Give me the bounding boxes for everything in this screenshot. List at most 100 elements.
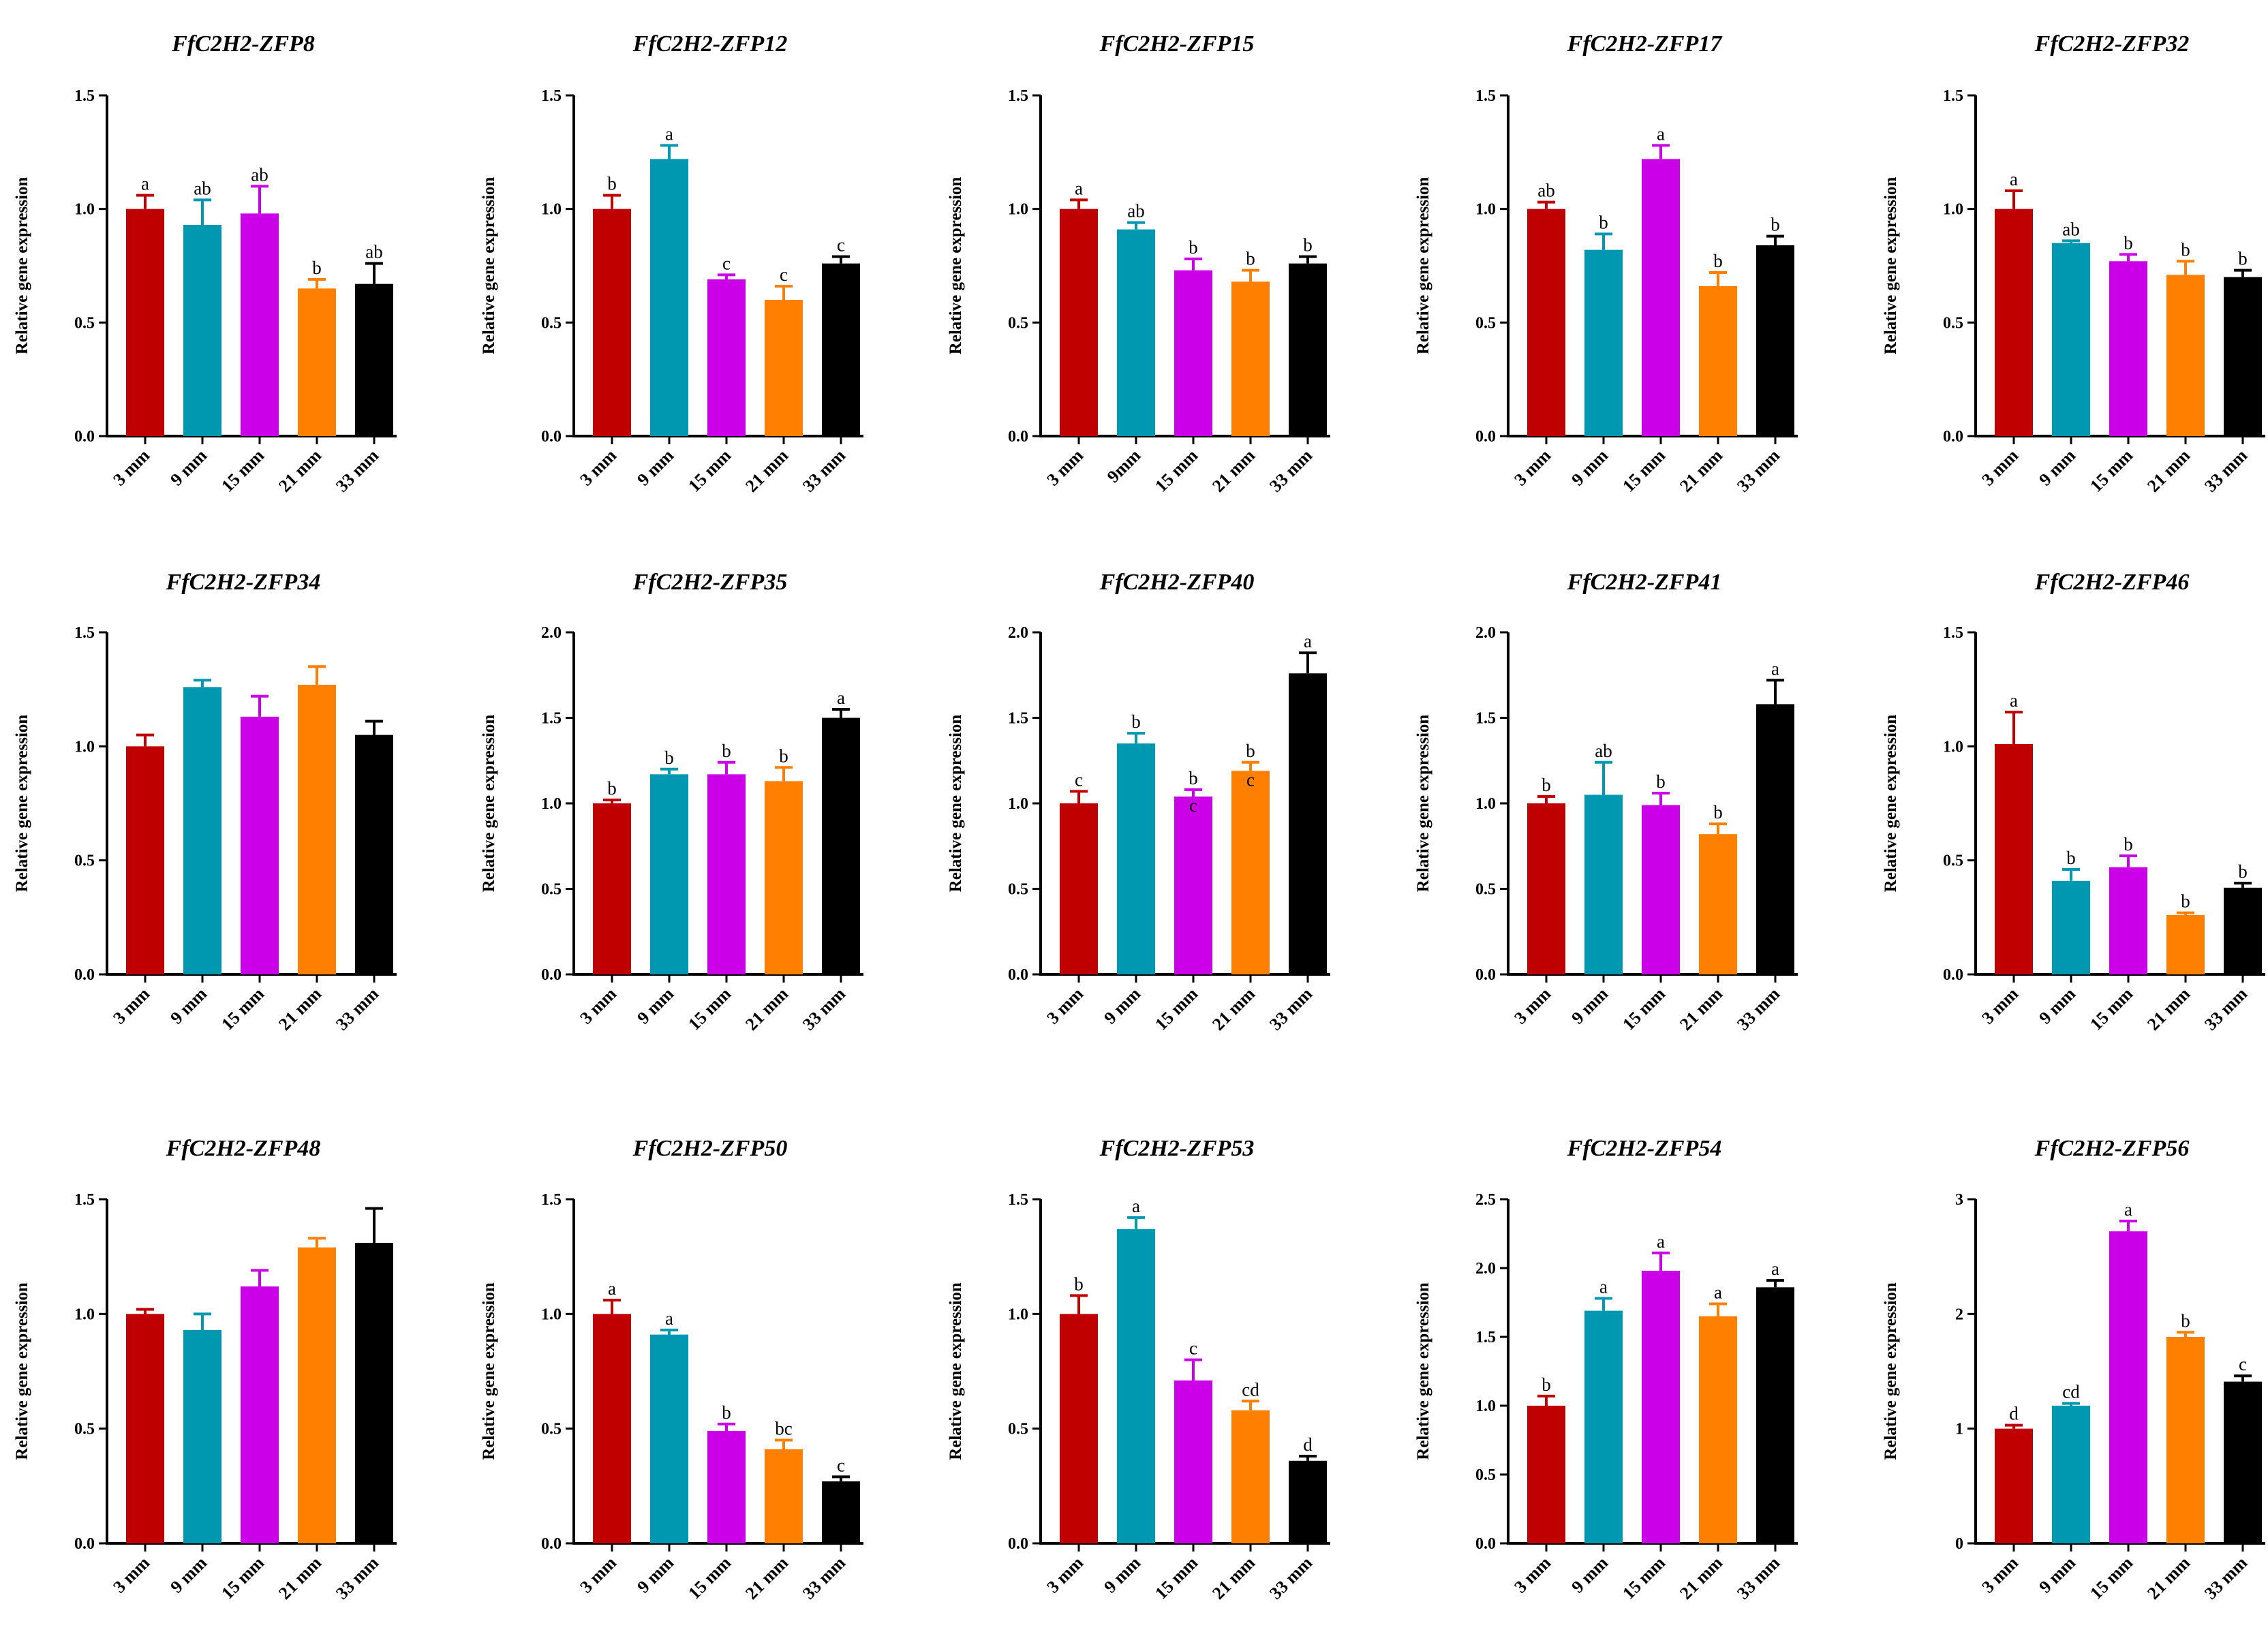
bar	[1231, 771, 1270, 974]
chart-panel: FfC2H2-ZFP53 Relative gene expression 0.0 0…	[947, 1136, 1330, 1603]
chart-title: FfC2H2-ZFP40	[1099, 570, 1255, 595]
significance-letter: c	[1189, 1338, 1197, 1359]
y-axis-label: Relative gene expression	[13, 1282, 31, 1460]
significance-letter: b	[607, 778, 617, 799]
bar	[1231, 281, 1270, 436]
bar	[2166, 914, 2205, 974]
y-tick-label: 1.5	[1943, 624, 1963, 642]
significance-letter: cd	[2062, 1382, 2080, 1402]
x-tick-label: 33 mm	[1266, 984, 1316, 1034]
y-tick-label: 0.5	[74, 1421, 95, 1438]
significance-letter: b	[1542, 1374, 1551, 1395]
y-tick-label: 0.0	[1943, 428, 1963, 446]
significance-letter: c	[780, 264, 788, 285]
y-tick-label: 1.0	[74, 738, 95, 756]
significance-letter: c	[837, 235, 845, 256]
x-tick-label: 15 mm	[1151, 984, 1201, 1034]
significance-letter: b	[607, 174, 617, 194]
bar	[822, 263, 860, 436]
y-axis-label: Relative gene expression	[1882, 1282, 1900, 1460]
y-tick-label: 1.0	[1475, 795, 1496, 813]
y-tick-label: 1	[1955, 1421, 1963, 1438]
x-tick-label: 15 mm	[684, 446, 735, 496]
significance-letter: b	[2124, 834, 2133, 854]
bar	[2109, 867, 2147, 974]
bar	[707, 279, 746, 436]
chart-title: FfC2H2-ZFP15	[1099, 31, 1255, 57]
y-axis-label: Relative gene expression	[947, 715, 965, 893]
significance-letter: c	[837, 1455, 845, 1475]
x-tick-label: 21 mm	[741, 446, 792, 496]
significance-letter: b	[2066, 848, 2076, 868]
y-tick-label: 0.0	[74, 428, 95, 446]
significance-letter: b	[1246, 741, 1255, 761]
bar	[126, 209, 164, 436]
bar	[1117, 229, 1155, 436]
chart-title: FfC2H2-ZFP53	[1099, 1136, 1255, 1161]
x-tick-label: 15 mm	[1619, 446, 1669, 496]
x-tick-label: 3 mm	[1043, 446, 1087, 490]
bar	[765, 781, 803, 974]
x-tick-label: 21 mm	[1676, 984, 1726, 1034]
x-tick-label: 9 mm	[633, 984, 677, 1028]
bar	[1584, 794, 1623, 974]
x-tick-label: 21 mm	[1676, 1553, 1726, 1603]
significance-letter: ab	[194, 178, 211, 198]
x-tick-label: 9 mm	[166, 446, 211, 490]
significance-letter: b	[2181, 891, 2190, 912]
x-tick-label: 21 mm	[1208, 984, 1259, 1034]
x-tick-label: 33 mm	[799, 446, 849, 496]
x-tick-label: 33 mm	[332, 984, 382, 1034]
y-tick-label: 0.5	[541, 1421, 562, 1438]
chart-title: FfC2H2-ZFP17	[1567, 31, 1723, 57]
significance-letter: a	[1714, 1282, 1722, 1303]
significance-letter: a	[665, 1308, 673, 1329]
x-tick-label: 21 mm	[2143, 1553, 2194, 1603]
x-tick-label: 15 mm	[1151, 446, 1201, 496]
chart-panel: FfC2H2-ZFP35 Relative gene expression 0.0 0…	[480, 570, 863, 1034]
chart-title: FfC2H2-ZFP35	[632, 570, 788, 595]
significance-letter: a	[608, 1278, 616, 1299]
chart-panel: FfC2H2-ZFP54 Relative gene expression 0.0 0…	[1414, 1136, 1798, 1603]
y-tick-label: 0.5	[74, 852, 95, 870]
y-tick-label: 1.5	[1475, 1329, 1496, 1346]
bar	[1527, 209, 1565, 436]
chart-panel: FfC2H2-ZFP17 Relative gene expression 0.0 0…	[1414, 31, 1798, 496]
y-tick-label: 0.5	[1475, 881, 1496, 899]
y-tick-label: 1.0	[541, 201, 562, 219]
x-tick-label: 9 mm	[1100, 1553, 1144, 1597]
bar	[2052, 243, 2090, 436]
significance-letter: a	[1132, 1196, 1140, 1216]
chart-title: FfC2H2-ZFP48	[166, 1136, 321, 1161]
y-tick-label: 2	[1955, 1306, 1963, 1323]
significance-letter-secondary: c	[1246, 769, 1255, 790]
significance-letter: b	[2238, 861, 2248, 882]
significance-letter: b	[1189, 237, 1198, 258]
y-tick-label: 1.5	[1475, 87, 1496, 105]
x-tick-label: 9 mm	[166, 984, 211, 1028]
x-tick-label: 33 mm	[332, 446, 382, 496]
y-axis-label: Relative gene expression	[1414, 1282, 1432, 1460]
significance-letter: a	[1771, 658, 1779, 679]
y-tick-label: 1.5	[1475, 710, 1496, 728]
bar	[2052, 880, 2090, 974]
y-tick-label: 1.5	[541, 1191, 562, 1209]
significance-letter: b	[664, 747, 674, 768]
y-tick-label: 1.0	[1943, 201, 1963, 219]
bar	[650, 159, 688, 437]
y-axis-label: Relative gene expression	[1882, 177, 1900, 355]
significance-letter: ab	[2062, 219, 2079, 239]
y-tick-label: 0.0	[1943, 966, 1963, 984]
bar	[126, 1314, 164, 1543]
bar	[1117, 743, 1155, 974]
y-tick-label: 1.5	[541, 710, 562, 728]
y-tick-label: 0.5	[541, 881, 562, 899]
y-tick-label: 0.0	[74, 1535, 95, 1553]
significance-letter: b	[1303, 235, 1313, 256]
y-tick-label: 0.5	[541, 314, 562, 332]
chart-title: FfC2H2-ZFP12	[632, 31, 788, 57]
y-tick-label: 0.5	[1008, 314, 1028, 332]
x-tick-label: 3 mm	[109, 446, 153, 490]
x-tick-label: 33 mm	[1266, 446, 1316, 496]
chart-panel: FfC2H2-ZFP40 Relative gene expression 0.0 0…	[947, 570, 1330, 1034]
